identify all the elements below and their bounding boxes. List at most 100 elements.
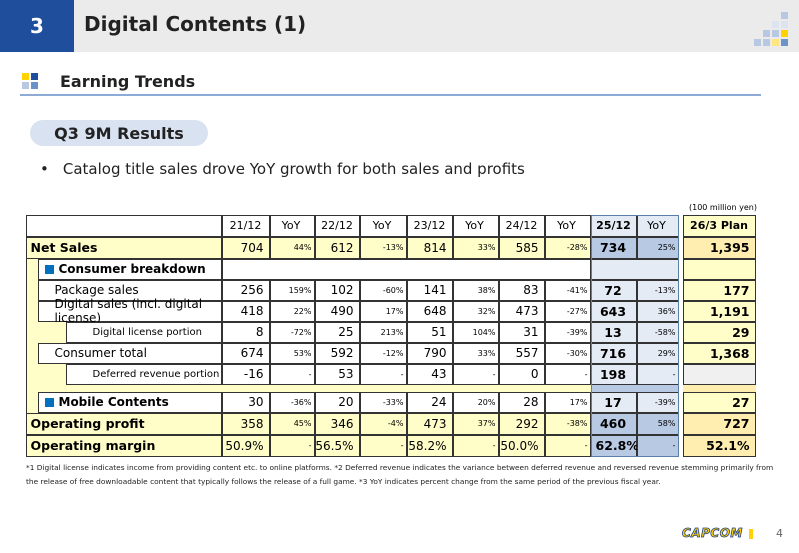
row-label-text: Digital license portion	[92, 326, 202, 338]
period-value: 0	[498, 363, 545, 385]
section-number: 3	[0, 0, 74, 52]
yoy-value: 17%	[544, 391, 591, 413]
period-value: 30	[221, 391, 270, 413]
period-value: 8	[221, 321, 270, 343]
period-value: 674	[221, 342, 270, 364]
yoy-value: -	[269, 363, 315, 385]
section-subheader: Earning Trends	[60, 72, 196, 91]
plan-value: 52.1%	[682, 434, 756, 457]
yoy-value: -12%	[359, 342, 407, 364]
period-value: 418	[221, 300, 270, 322]
period-value: 72	[590, 279, 637, 301]
plan-value: 1,368	[682, 342, 756, 364]
period-value: 25	[314, 321, 360, 343]
row-label: Consumer breakdown	[37, 258, 222, 280]
row-label: Net Sales	[25, 236, 222, 259]
column-header: 23/12	[406, 214, 453, 237]
header-label-cell	[25, 214, 222, 237]
yoy-value: 33%	[452, 236, 499, 259]
row-label-text: Consumer breakdown	[58, 262, 206, 276]
period-value: 141	[406, 279, 453, 301]
period-value: 358	[221, 412, 270, 435]
header-bar	[0, 0, 799, 52]
period-value: 346	[314, 412, 360, 435]
row-label: Consumer total	[37, 342, 222, 364]
yoy-value: -41%	[544, 279, 591, 301]
square-bullet-icon	[44, 264, 54, 274]
empty-cell	[682, 258, 756, 280]
row-label: Deferred revenue portion	[65, 363, 222, 385]
yoy-value: 37%	[452, 412, 499, 435]
row-label-text: Operating profit	[30, 416, 145, 431]
yoy-value: 104%	[452, 321, 499, 343]
yoy-value: -13%	[359, 236, 407, 259]
footnote: *1 Digital license indicates income from…	[26, 463, 774, 486]
yoy-value: -30%	[544, 342, 591, 364]
yoy-value: -39%	[544, 321, 591, 343]
period-value: 592	[314, 342, 360, 364]
bullet-text: Catalog title sales drove YoY growth for…	[62, 160, 525, 178]
period-value: 56.5%	[314, 434, 360, 457]
row-label: Mobile Contents	[37, 391, 222, 413]
row-label: Digital license portion	[65, 321, 222, 343]
unit-label: (100 million yen)	[689, 203, 757, 212]
yoy-value: -	[636, 363, 679, 385]
period-value: 473	[406, 412, 453, 435]
yoy-value: -	[452, 434, 499, 457]
row-label: Operating profit	[25, 412, 222, 435]
period-value: 31	[498, 321, 545, 343]
period-value: 734	[590, 236, 637, 259]
current-period-outline	[591, 215, 679, 457]
column-header: 21/12	[221, 214, 270, 237]
yoy-value: -	[452, 363, 499, 385]
yoy-value: -72%	[269, 321, 315, 343]
yoy-value: 38%	[452, 279, 499, 301]
column-header: YoY	[452, 214, 499, 237]
period-value: 585	[498, 236, 545, 259]
yoy-value: -	[544, 434, 591, 457]
column-header: YoY	[359, 214, 407, 237]
row-label: Operating margin	[25, 434, 222, 457]
period-value: 20	[314, 391, 360, 413]
yoy-value: -27%	[544, 300, 591, 322]
gap-plan	[682, 384, 756, 392]
row-label-text: Net Sales	[30, 240, 98, 255]
yoy-value: -	[359, 434, 407, 457]
yoy-value: 32%	[452, 300, 499, 322]
logo-bar	[749, 529, 753, 539]
period-value: 13	[590, 321, 637, 343]
column-header: YoY	[544, 214, 591, 237]
column-header: 22/12	[314, 214, 360, 237]
period-value: 612	[314, 236, 360, 259]
yoy-value: 58%	[636, 412, 679, 435]
yoy-value: 33%	[452, 342, 499, 364]
period-value: -16	[221, 363, 270, 385]
gap-current	[590, 384, 679, 392]
column-header: 25/12	[590, 214, 637, 237]
page-title: Digital Contents (1)	[84, 12, 307, 36]
yoy-value: -	[544, 363, 591, 385]
period-value: 648	[406, 300, 453, 322]
period-value: 50.0%	[498, 434, 545, 457]
empty-cell	[221, 258, 591, 280]
yoy-value: 213%	[359, 321, 407, 343]
period-value: 790	[406, 342, 453, 364]
period-value: 43	[406, 363, 453, 385]
period-value: 716	[590, 342, 637, 364]
plan-value: 1,395	[682, 236, 756, 259]
row-label-text: Operating margin	[30, 438, 156, 453]
period-value: 473	[498, 300, 545, 322]
yoy-value: 17%	[359, 300, 407, 322]
yoy-value: 44%	[269, 236, 315, 259]
plan-value: 29	[682, 321, 756, 343]
plan-value: 1,191	[682, 300, 756, 322]
yoy-value: -36%	[269, 391, 315, 413]
yoy-value: 53%	[269, 342, 315, 364]
row-label-text: Mobile Contents	[58, 395, 169, 409]
period-value: 50.9%	[221, 434, 270, 457]
page-number: 4	[776, 527, 783, 540]
row-label: Digital sales (incl. digital license)	[37, 297, 222, 325]
period-value: 83	[498, 279, 545, 301]
row-label: Package sales	[37, 279, 222, 301]
period-value: 53	[314, 363, 360, 385]
